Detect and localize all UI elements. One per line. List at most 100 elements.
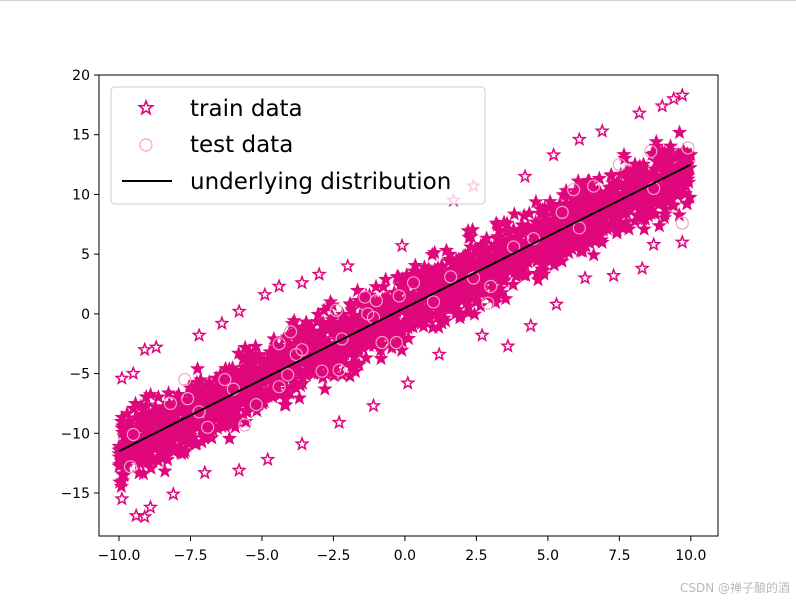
- train-point: [153, 418, 169, 433]
- train-point: [197, 464, 213, 480]
- legend-label-underlying: underlying distribution: [190, 169, 451, 195]
- train-point: [415, 318, 432, 333]
- test-point: [612, 157, 626, 172]
- test-point: [484, 279, 498, 293]
- train-point: [654, 97, 671, 113]
- train-point: [454, 289, 470, 304]
- train-point: [634, 260, 650, 276]
- train-point: [160, 442, 177, 457]
- train-point: [627, 156, 643, 171]
- train-point: [558, 196, 575, 211]
- train-point: [185, 416, 202, 431]
- train-point: [225, 397, 242, 413]
- train-point: [394, 237, 410, 253]
- train-point: [294, 274, 310, 290]
- train-point: [232, 372, 249, 387]
- test-data-series: [123, 141, 695, 474]
- train-point: [592, 222, 609, 237]
- train-point: [636, 221, 652, 236]
- test-point: [126, 427, 140, 442]
- train-point: [122, 426, 138, 442]
- test-point: [406, 276, 421, 290]
- train-point: [139, 454, 155, 470]
- test-point: [201, 420, 215, 434]
- train-point: [657, 145, 673, 160]
- train-point: [158, 407, 175, 423]
- test-point: [315, 364, 329, 378]
- test-point: [587, 179, 601, 193]
- train-point: [257, 388, 274, 403]
- train-point: [663, 187, 679, 203]
- train-point: [302, 340, 318, 355]
- train-point: [636, 208, 652, 223]
- train-point: [202, 421, 218, 436]
- test-point: [181, 392, 195, 406]
- train-point: [358, 349, 374, 365]
- train-point: [149, 435, 166, 450]
- train-point: [464, 221, 481, 237]
- test-point: [681, 141, 695, 155]
- train-point: [311, 266, 327, 282]
- train-point: [304, 331, 320, 347]
- train-point: [565, 209, 581, 224]
- train-point: [310, 306, 326, 322]
- train-point: [342, 368, 358, 383]
- train-point: [517, 223, 533, 238]
- train-point: [136, 508, 153, 524]
- x-tick-label: −5.0: [245, 548, 279, 564]
- train-point: [571, 131, 588, 147]
- x-tick-label: 5.0: [537, 548, 559, 564]
- train-point: [317, 381, 333, 396]
- train-point: [133, 398, 149, 413]
- train-point: [682, 189, 698, 204]
- train-point: [622, 202, 638, 218]
- test-point: [644, 144, 658, 159]
- train-point: [522, 317, 539, 333]
- train-point: [191, 378, 207, 394]
- train-point: [294, 435, 310, 451]
- train-point: [603, 190, 620, 205]
- train-point: [645, 236, 662, 252]
- train-point: [400, 316, 416, 331]
- train-point: [168, 389, 184, 405]
- y-tick-label: 10: [72, 187, 90, 203]
- train-point: [489, 230, 505, 246]
- train-point: [313, 364, 329, 380]
- train-point: [148, 339, 164, 354]
- train-point: [200, 387, 216, 402]
- y-tick-label: −10: [60, 426, 90, 442]
- train-point: [450, 253, 466, 268]
- train-point: [117, 435, 134, 451]
- train-point: [400, 374, 416, 390]
- y-tick-label: 15: [72, 128, 90, 144]
- train-point: [478, 287, 494, 303]
- train-point: [496, 214, 512, 230]
- train-point: [259, 451, 276, 467]
- train-point: [180, 426, 196, 442]
- train-point: [662, 138, 679, 153]
- x-tick-label: 2.5: [465, 548, 487, 564]
- train-point: [269, 358, 286, 374]
- train-point: [400, 330, 417, 346]
- train-point: [463, 239, 479, 254]
- y-axis-ticks: −15 −10 −5 0 5 10 15 20: [60, 68, 99, 502]
- train-point: [223, 416, 239, 432]
- train-point: [434, 315, 450, 330]
- train-point: [426, 244, 443, 260]
- legend-label-test: test data: [190, 132, 293, 158]
- train-point: [391, 270, 407, 285]
- test-point: [572, 221, 586, 235]
- test-point: [444, 270, 458, 284]
- train-point: [231, 303, 247, 319]
- test-point: [389, 335, 403, 350]
- y-tick-label: −5: [69, 367, 90, 383]
- train-point: [373, 350, 389, 366]
- test-point: [218, 372, 232, 387]
- train-point: [247, 390, 264, 405]
- train-point: [589, 196, 605, 211]
- test-point: [295, 343, 309, 357]
- train-point: [506, 206, 523, 221]
- train-point: [624, 191, 641, 206]
- train-point: [205, 407, 221, 422]
- train-point: [573, 236, 589, 252]
